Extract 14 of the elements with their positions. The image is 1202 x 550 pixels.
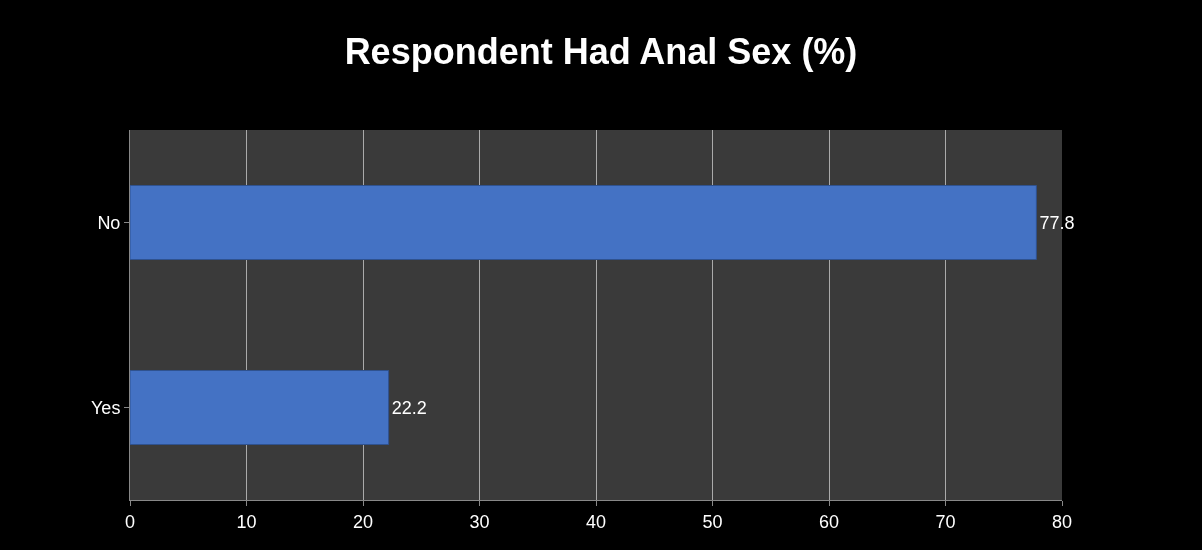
- y-tick-label: No: [97, 212, 121, 233]
- x-tick-label: 60: [818, 511, 840, 532]
- chart-title: Respondent Had Anal Sex (%): [344, 30, 858, 72]
- data-label: 77.8: [1039, 212, 1075, 233]
- data-label: 22.2: [391, 397, 427, 418]
- x-tick-label: 50: [702, 511, 723, 532]
- x-tick-label: 40: [585, 511, 607, 532]
- x-tick-label: 20: [352, 511, 374, 532]
- x-tick-label: 30: [469, 511, 490, 532]
- x-tick-label: 70: [935, 511, 956, 532]
- x-tick-label: 0: [124, 511, 136, 532]
- x-tick-label: 80: [1051, 511, 1073, 532]
- y-tick-label: Yes: [91, 397, 121, 418]
- x-tick-label: 10: [236, 511, 257, 532]
